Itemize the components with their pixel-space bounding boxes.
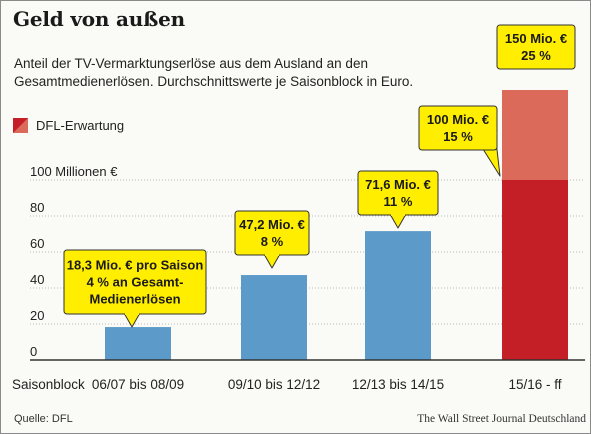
callout-label: 100 Mio. € [427, 112, 489, 127]
y-tick-label: 100 Millionen € [30, 164, 118, 179]
x-axis-title: Saisonblock [12, 377, 85, 392]
legend-swatch-forecast [13, 118, 28, 133]
callout-pointer [389, 213, 407, 229]
legend-label: DFL-Erwartung [36, 118, 124, 133]
callout-label: 47,2 Mio. € [239, 217, 305, 232]
chart-subtitle: Anteil der TV-Vermarktungserlöse aus dem… [14, 56, 414, 89]
bar [105, 327, 171, 360]
callout-box [496, 24, 576, 70]
bar [241, 275, 307, 360]
x-tick-label: 06/07 bis 08/09 [92, 377, 184, 392]
x-tick-label: 12/13 bis 14/15 [352, 377, 444, 392]
x-tick-label: 09/10 bis 12/12 [228, 377, 320, 392]
callout-box [418, 105, 498, 151]
callout-label: 11 % [384, 194, 413, 209]
callout-label: 71,6 Mio. € [365, 177, 431, 192]
y-tick-label: 60 [30, 236, 44, 251]
callout-label: 4 % an Gesamt- [87, 275, 184, 290]
callout-label: 150 Mio. € [505, 31, 567, 46]
callout-pointer [123, 312, 141, 328]
callout-label: 18,3 Mio. € pro Saison [67, 258, 204, 273]
callout-label: 8 % [261, 234, 284, 249]
chart-title: Geld von außen [13, 7, 185, 31]
callout-label: 25 % [521, 48, 551, 63]
y-tick-label: 20 [30, 308, 44, 323]
bar [502, 180, 568, 360]
y-tick-label: 40 [30, 272, 44, 287]
callout-seam [483, 132, 497, 150]
y-tick-label: 80 [30, 200, 44, 215]
bar [365, 231, 431, 360]
callout-pointer [263, 253, 281, 269]
source-note: Quelle: DFL [14, 413, 73, 425]
callout-label: Medienerlösen [89, 292, 180, 307]
y-tick-label: 0 [30, 344, 37, 359]
bar-forecast [502, 90, 568, 180]
callout-label: 15 % [443, 129, 473, 144]
publisher-credit: The Wall Street Journal Deutschland [417, 413, 586, 425]
x-tick-label: 15/16 - ff [508, 377, 561, 392]
